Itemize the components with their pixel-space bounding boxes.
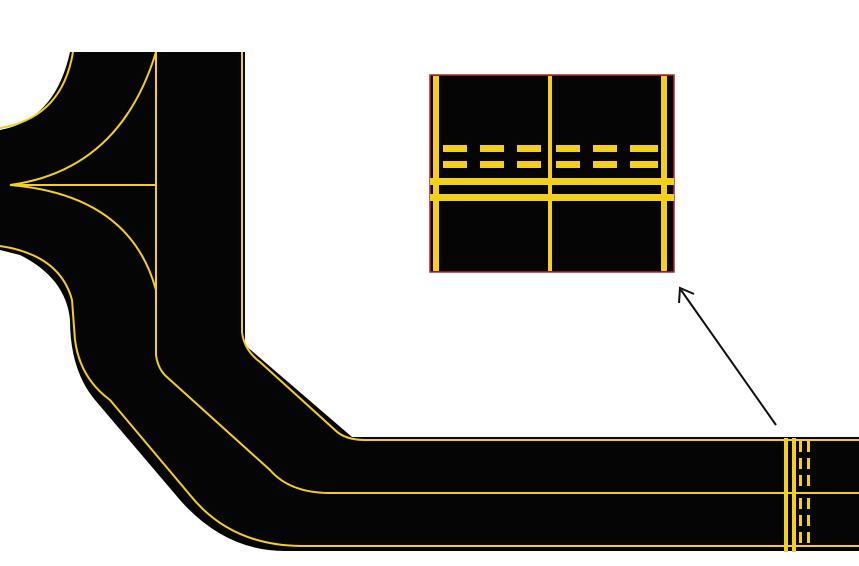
inset-centerline <box>548 76 552 271</box>
inset-dashed-hold-lines <box>443 145 658 168</box>
inset-solid-hold-lines <box>430 178 674 201</box>
callout-arrow <box>678 286 777 426</box>
taxiway-pavement <box>0 52 859 551</box>
inset-edge-line-left <box>433 76 439 271</box>
lead-in-line-lower <box>9 184 157 291</box>
hold-position-marking <box>784 438 810 552</box>
taxiway-edge-line-inner <box>241 52 859 441</box>
taxiway-edge-line-outer <box>0 245 859 547</box>
inset-edge-line-right <box>661 76 667 271</box>
taxiway-edge-line-left <box>0 51 74 129</box>
inset-hold-marking-detail <box>429 74 675 273</box>
taxiway-centerline-main <box>155 52 859 494</box>
taxiway-network <box>0 51 859 552</box>
lead-in-line-upper <box>9 51 157 186</box>
